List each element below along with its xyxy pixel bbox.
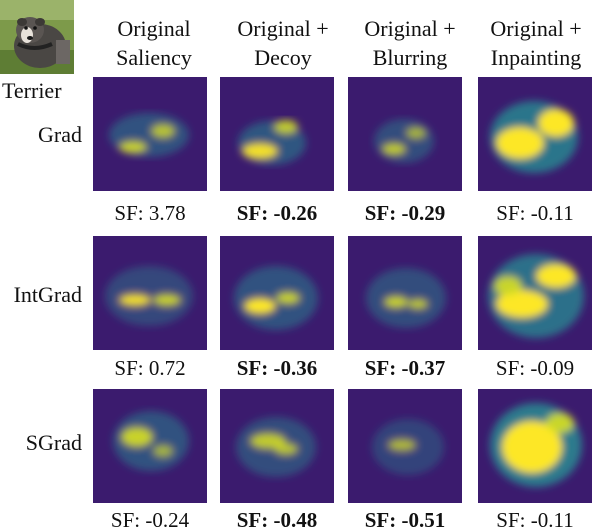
saliency-map-grad-1	[93, 77, 207, 191]
column-header-line2: Decoy	[254, 45, 312, 70]
heatmap-image	[220, 77, 334, 191]
sf-score-prefix: SF:	[364, 201, 402, 225]
sf-score-grad-1: SF: 3.78	[86, 201, 214, 225]
heatmap-image	[348, 77, 462, 191]
sf-score-intgrad-2: SF: -0.36	[213, 356, 341, 380]
column-header-original-saliency: Original Saliency	[92, 14, 216, 72]
saliency-map-grad-3	[348, 77, 462, 191]
heatmap-image	[220, 389, 334, 503]
sf-score-prefix: SF:	[236, 356, 274, 380]
sf-score-prefix: SF:	[496, 201, 531, 225]
heatmap-image	[478, 389, 592, 503]
column-header-line1: Original +	[237, 16, 329, 41]
saliency-map-intgrad-1	[93, 236, 207, 350]
sf-score-prefix: SF:	[495, 356, 531, 380]
sf-score-prefix: SF:	[236, 201, 274, 225]
sf-score-prefix: SF:	[364, 508, 402, 532]
column-header-decoy: Original + Decoy	[221, 14, 345, 72]
sf-score-intgrad-4: SF: -0.09	[471, 356, 598, 380]
sf-score-value: 0.72	[148, 356, 186, 380]
sf-score-prefix: SF:	[236, 508, 274, 532]
sf-score-grad-2: SF: -0.26	[213, 201, 341, 225]
sf-score-sgrad-2: SF: -0.48	[213, 508, 341, 532]
row-label-intgrad: IntGrad	[13, 282, 82, 307]
saliency-map-sgrad-3	[348, 389, 462, 503]
sf-score-intgrad-1: SF: 0.72	[86, 356, 214, 380]
original-image-thumbnail	[0, 0, 74, 74]
column-header-blurring: Original + Blurring	[348, 14, 472, 72]
column-header-inpainting: Original + Inpainting	[474, 14, 598, 72]
sf-score-prefix: SF:	[496, 508, 531, 532]
heatmap-image	[93, 389, 207, 503]
sf-score-sgrad-3: SF: -0.51	[341, 508, 469, 532]
sf-score-sgrad-1: SF: -0.24	[86, 508, 214, 532]
sf-score-value: -0.48	[273, 508, 318, 532]
sf-score-value: -0.36	[273, 356, 318, 380]
sample-class-label: Terrier	[2, 78, 62, 103]
row-label-sgrad: SGrad	[25, 430, 82, 455]
column-header-line2: Blurring	[372, 45, 448, 70]
column-header-line2: Inpainting	[490, 45, 582, 70]
column-header-line1: Original	[117, 16, 191, 41]
sf-score-grad-3: SF: -0.29	[341, 201, 469, 225]
saliency-map-sgrad-4	[478, 389, 592, 503]
sf-score-grad-4: SF: -0.11	[471, 201, 598, 225]
saliency-map-sgrad-1	[93, 389, 207, 503]
sf-score-value: -0.37	[401, 356, 446, 380]
sf-score-value: 3.78	[148, 201, 186, 225]
saliency-map-intgrad-2	[220, 236, 334, 350]
column-header-line2: Saliency	[116, 45, 192, 70]
heatmap-image	[93, 236, 207, 350]
row-label-grad: Grad	[38, 122, 82, 147]
heatmap-image	[348, 236, 462, 350]
saliency-map-grad-4	[478, 77, 592, 191]
saliency-map-sgrad-2	[220, 389, 334, 503]
saliency-map-grad-2	[220, 77, 334, 191]
sf-score-prefix: SF:	[114, 356, 149, 380]
sf-score-intgrad-3: SF: -0.37	[341, 356, 469, 380]
column-header-line1: Original +	[364, 16, 456, 41]
sf-score-sgrad-4: SF: -0.11	[471, 508, 598, 532]
column-header-line1: Original +	[490, 16, 582, 41]
sf-score-value: -0.11	[530, 201, 574, 225]
heatmap-image	[93, 77, 207, 191]
sf-score-value: -0.11	[530, 508, 574, 532]
sf-score-value: -0.24	[145, 508, 190, 532]
heatmap-image	[348, 389, 462, 503]
sf-score-value: -0.09	[530, 356, 575, 380]
heatmap-image	[220, 236, 334, 350]
sf-score-value: -0.51	[401, 508, 446, 532]
sf-score-prefix: SF:	[114, 201, 149, 225]
heatmap-image	[478, 77, 592, 191]
sf-score-value: -0.29	[401, 201, 446, 225]
saliency-map-intgrad-3	[348, 236, 462, 350]
sf-score-prefix: SF:	[110, 508, 146, 532]
sf-score-value: -0.26	[273, 201, 318, 225]
heatmap-image	[478, 236, 592, 350]
terrier-photo	[0, 0, 74, 74]
saliency-map-intgrad-4	[478, 236, 592, 350]
sf-score-prefix: SF:	[364, 356, 402, 380]
